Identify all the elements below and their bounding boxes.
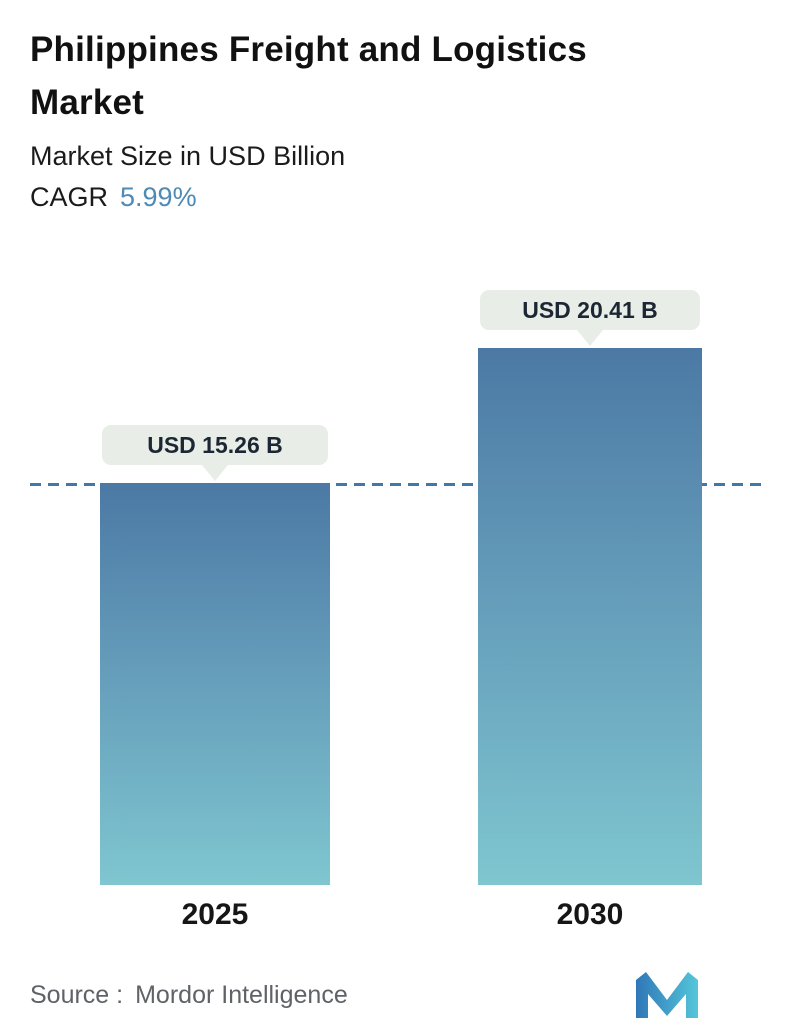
cagr-dashed-line <box>30 483 766 486</box>
cagr-value: 5.99% <box>120 182 197 212</box>
bar-group-2030: USD 20.41 B <box>478 270 702 885</box>
bar-2025 <box>100 483 330 885</box>
cagr-label: CAGR <box>30 182 109 212</box>
chart-footer: Source : Mordor Intelligence <box>30 964 766 1020</box>
value-label-2025: USD 15.26 B <box>147 431 283 458</box>
value-label-2030: USD 20.41 B <box>522 296 658 323</box>
source-attribution: Source : Mordor Intelligence <box>30 981 348 1010</box>
callout-pointer-icon <box>577 330 603 346</box>
x-axis-labels: 2025 2030 <box>0 898 796 942</box>
bar-group-2025: USD 15.26 B <box>100 270 330 885</box>
value-callout-2030: USD 20.41 B <box>480 290 700 346</box>
bar-2030 <box>478 348 702 885</box>
chart-header: Philippines Freight and Logistics Market… <box>30 24 766 213</box>
source-value: Mordor Intelligence <box>135 981 348 1009</box>
bar-chart: USD 15.26 B USD 20.41 B <box>0 270 796 885</box>
page-title: Philippines Freight and Logistics Market <box>30 30 587 122</box>
callout-pointer-icon <box>202 465 228 481</box>
x-axis-label-2030: 2030 <box>556 898 624 931</box>
mordor-intelligence-logo <box>634 970 700 1018</box>
value-callout-2025: USD 15.26 B <box>102 425 328 481</box>
source-label: Source : <box>30 981 124 1009</box>
cagr-row: CAGR 5.99% <box>30 182 766 213</box>
chart-subtitle: Market Size in USD Billion <box>30 141 346 171</box>
x-axis-label-2025: 2025 <box>181 898 249 931</box>
